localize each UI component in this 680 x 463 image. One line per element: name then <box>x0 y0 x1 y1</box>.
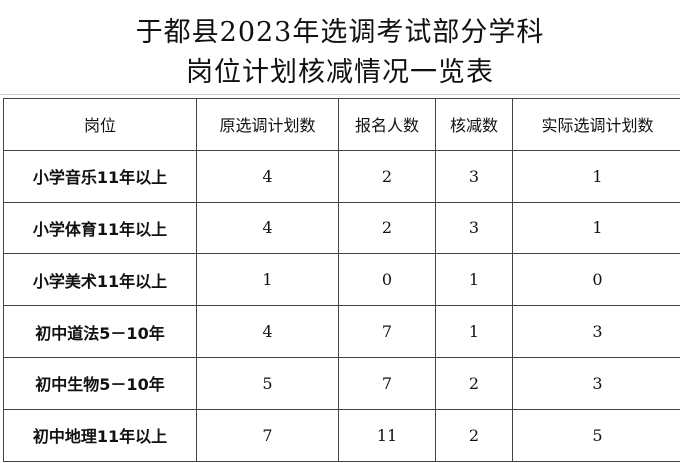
value-cell: 4 <box>196 305 339 358</box>
table-row: 初中道法5－10年 4 7 1 3 <box>3 305 680 358</box>
value-cell: 3 <box>512 356 680 410</box>
table-row: 初中地理11年以上 7 11 2 5 <box>3 408 680 462</box>
table-row: 初中生物5－10年 5 7 2 3 <box>3 356 680 410</box>
table-row: 小学音乐11年以上 4 2 3 1 <box>3 149 680 203</box>
column-header: 报名人数 <box>338 98 436 151</box>
column-header: 岗位 <box>3 98 197 151</box>
value-cell: 11 <box>338 408 436 462</box>
header-row: 岗位 原选调计划数 报名人数 核减数 实际选调计划数 <box>3 98 680 151</box>
table-row: 小学体育11年以上 4 2 3 1 <box>3 201 680 255</box>
position-cell: 初中地理11年以上 <box>3 408 197 462</box>
value-cell: 2 <box>338 149 436 203</box>
value-cell: 5 <box>196 356 339 410</box>
value-cell: 5 <box>512 408 680 462</box>
value-cell: 1 <box>512 149 680 203</box>
document-title-line2: 岗位计划核减情况一览表 <box>186 57 494 88</box>
value-cell: 1 <box>196 253 339 307</box>
value-cell: 7 <box>338 305 436 358</box>
value-cell: 0 <box>338 253 436 307</box>
column-header: 核减数 <box>435 98 513 151</box>
value-cell: 2 <box>435 408 513 462</box>
column-header: 实际选调计划数 <box>512 98 680 151</box>
value-cell: 4 <box>196 149 339 203</box>
value-cell: 3 <box>435 149 513 203</box>
position-cell: 小学体育11年以上 <box>3 201 197 255</box>
value-cell: 2 <box>435 356 513 410</box>
value-cell: 7 <box>196 408 339 462</box>
column-header: 原选调计划数 <box>196 98 339 151</box>
value-cell: 0 <box>512 253 680 307</box>
position-cell: 初中道法5－10年 <box>3 305 197 358</box>
divider <box>0 94 680 95</box>
position-cell: 初中生物5－10年 <box>3 356 197 410</box>
position-cell: 小学音乐11年以上 <box>3 149 197 203</box>
value-cell: 1 <box>512 201 680 255</box>
value-cell: 4 <box>196 201 339 255</box>
value-cell: 1 <box>435 305 513 358</box>
document-title-line1: 于都县2023年选调考试部分学科 <box>135 17 545 48</box>
value-cell: 1 <box>435 253 513 307</box>
value-cell: 7 <box>338 356 436 410</box>
quota-table: 岗位 原选调计划数 报名人数 核减数 实际选调计划数 小学音乐11年以上 4 2 3 1 小学体育1… <box>3 98 680 462</box>
position-cell: 小学美术11年以上 <box>3 253 197 307</box>
value-cell: 3 <box>435 201 513 255</box>
value-cell: 2 <box>338 201 436 255</box>
table-row: 小学美术11年以上 1 0 1 0 <box>3 253 680 307</box>
value-cell: 3 <box>512 305 680 358</box>
